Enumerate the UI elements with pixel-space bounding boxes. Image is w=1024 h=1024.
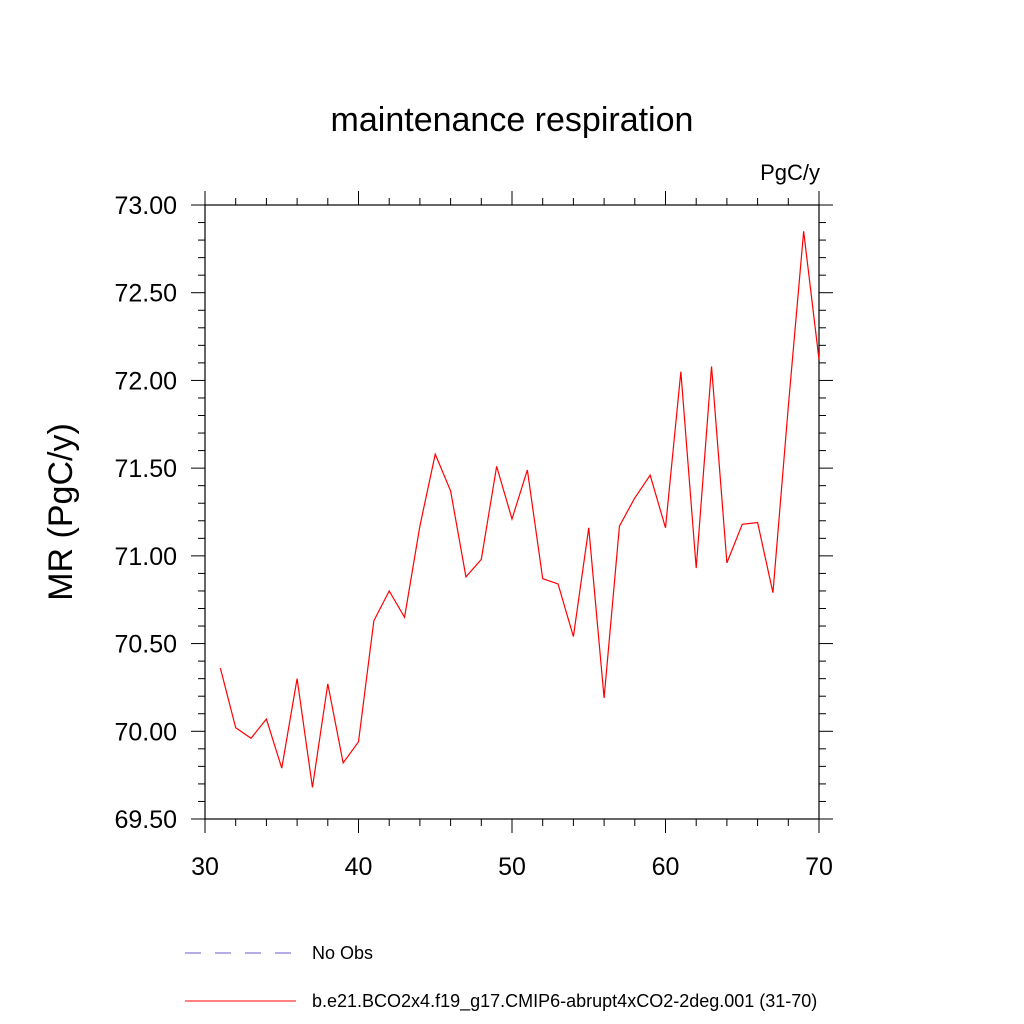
chart-title: maintenance respiration	[331, 101, 694, 139]
x-tick-label: 70	[805, 853, 833, 881]
y-tick-label: 71.50	[114, 455, 177, 483]
x-tick-label: 40	[345, 853, 373, 881]
legend-label-model-run: b.e21.BCO2x4.f19_g17.CMIP6-abrupt4xCO2-2…	[312, 991, 817, 1012]
y-tick-labels: 69.50 70.00 70.50 71.00 71.50 72.00 72.50 73.00	[114, 192, 177, 834]
x-tick-label: 60	[652, 853, 680, 881]
minor-ticks	[198, 198, 826, 826]
plot-frame	[204, 204, 820, 820]
series-layer	[219, 231, 820, 788]
y-tick-label: 70.00	[114, 718, 177, 746]
x-tick-labels: 30 40 50 60 70	[191, 853, 833, 881]
units-label: PgC/y	[760, 160, 820, 185]
x-tick-label: 50	[498, 853, 526, 881]
y-tick-label: 70.50	[114, 631, 177, 659]
y-tick-label: 71.00	[114, 543, 177, 571]
y-tick-label: 72.50	[114, 280, 177, 308]
legend: No Obs b.e21.BCO2x4.f19_g17.CMIP6-abrupt…	[185, 943, 817, 1012]
y-tick-label: 72.00	[114, 367, 177, 395]
y-tick-label: 73.00	[114, 192, 177, 220]
x-tick-label: 30	[191, 853, 219, 881]
series-line-0	[219, 231, 820, 788]
major-ticks	[191, 191, 833, 833]
y-axis-label: MR (PgC/y)	[42, 423, 80, 601]
legend-label-no-obs: No Obs	[312, 943, 373, 963]
y-tick-label: 69.50	[114, 806, 177, 834]
